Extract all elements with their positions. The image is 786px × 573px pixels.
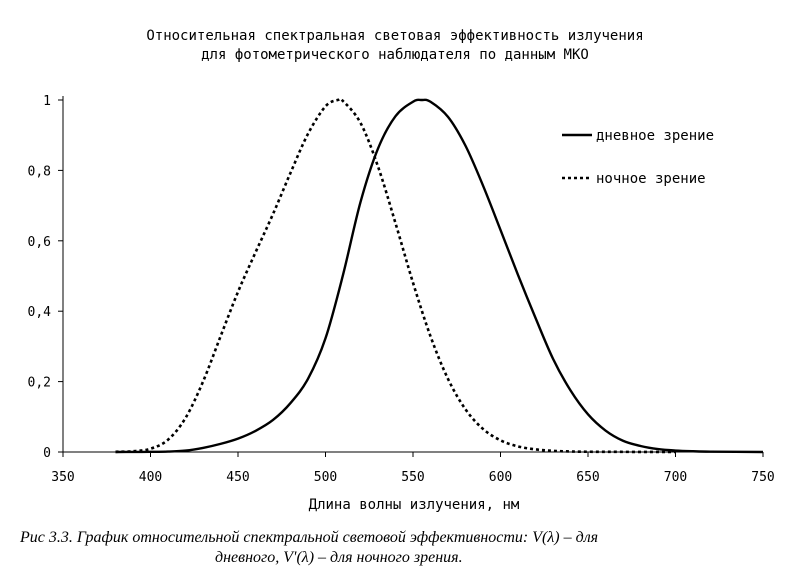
figure-caption: Рис 3.3. График относительной спектральн… (20, 528, 760, 568)
x-tick-label: 650 (576, 470, 599, 485)
y-tick-label: 0,4 (28, 305, 52, 320)
x-tick-label: 500 (314, 470, 337, 485)
y-tick-label: 0 (43, 446, 51, 461)
legend: дневное зрение ночное зрение (562, 128, 714, 187)
x-tick-label: 700 (664, 470, 687, 485)
x-tick-label: 400 (139, 470, 162, 485)
x-tick-label: 750 (751, 470, 774, 485)
chart-title: Относительная спектральная световая эффе… (146, 28, 643, 63)
chart-title-line-2: для фотометрического наблюдателя по данн… (201, 47, 589, 63)
series-line-day (115, 98, 764, 454)
x-axis-label: Длина волны излучения, нм (309, 497, 520, 513)
axes (62, 96, 763, 453)
y-axis-ticks: 0 0,2 0,4 0,6 0,8 1 (28, 94, 63, 461)
caption-line-2: дневного, V'(λ) – для ночного зрения. (215, 549, 463, 566)
x-tick-label: 350 (51, 470, 74, 485)
x-axis-ticks: 350 400 450 500 550 600 650 700 750 (51, 452, 775, 485)
y-tick-label: 0,8 (28, 164, 51, 179)
y-tick-label: 0,6 (28, 235, 51, 250)
y-tick-label: 1 (43, 94, 51, 109)
caption-line-1: Рис 3.3. График относительной спектральн… (20, 529, 599, 546)
y-tick-label: 0,2 (28, 376, 51, 391)
x-tick-label: 550 (401, 470, 424, 485)
x-tick-label: 600 (489, 470, 512, 485)
series-layer (115, 97, 764, 454)
chart-title-line-1: Относительная спектральная световая эффе… (146, 28, 643, 44)
legend-label: ночное зрение (596, 171, 706, 187)
legend-label: дневное зрение (596, 128, 714, 144)
series-line-night (115, 97, 676, 454)
x-tick-label: 450 (226, 470, 249, 485)
